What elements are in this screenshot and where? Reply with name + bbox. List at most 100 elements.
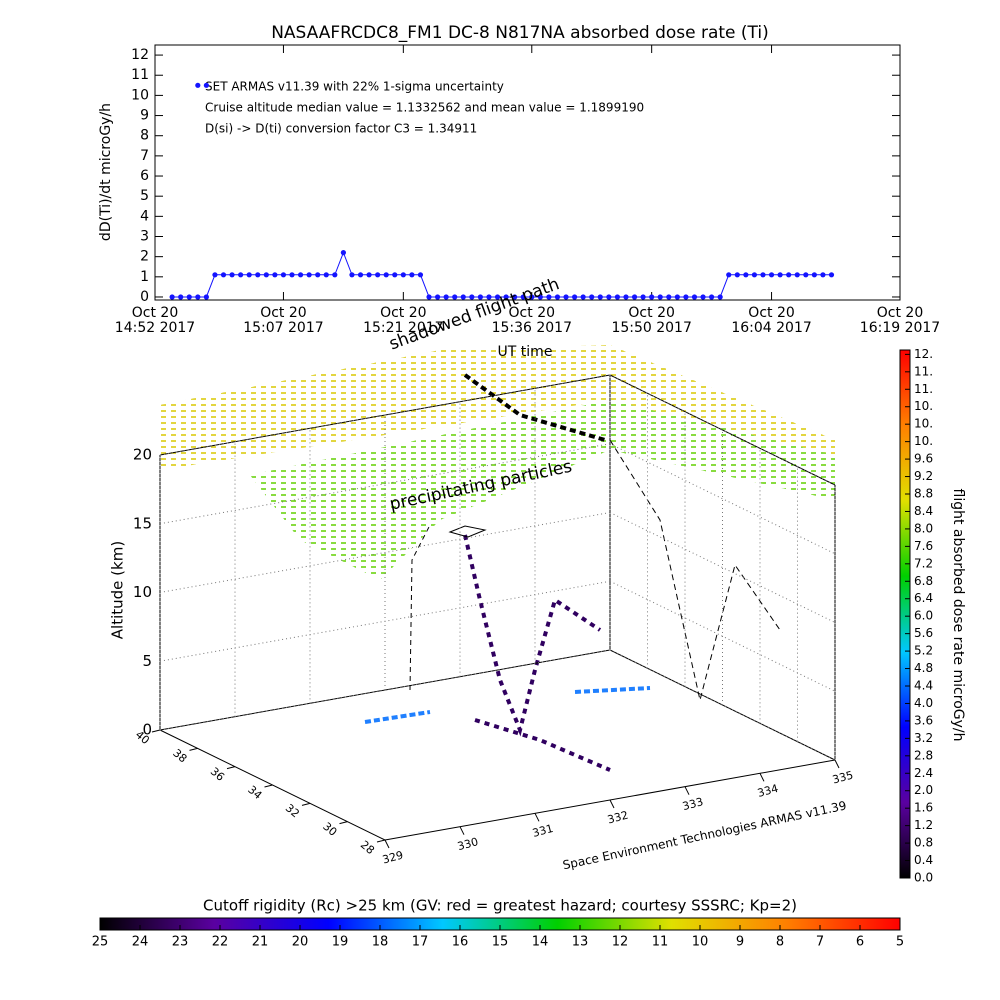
plot-frame [154,44,901,301]
point [820,272,826,278]
colorbar-tick-label: 0.0 [914,871,933,885]
point [726,272,732,278]
y-tick-label: 11 [131,67,149,83]
colorbar-tick-label: 8.4 [914,504,933,518]
track-projection [609,439,781,701]
z-tick-label: 20 [133,446,152,464]
colorbar-tick-label: 1.2 [914,818,933,832]
point [666,294,672,300]
point [323,272,329,278]
point [674,294,680,300]
colorbar-tick-label: 5.6 [914,626,933,640]
point [631,294,638,300]
y-tick-label: 3 [140,229,149,245]
point [486,294,492,300]
point [614,294,621,300]
x-tick-label: Oct 20 15:21 2017 [363,305,444,336]
point [512,294,518,300]
grid-line [609,374,836,486]
y-tick [264,784,273,788]
x-tick [759,773,765,782]
point [246,272,252,278]
point [717,294,723,300]
colorbar-tick-label: 7 [816,935,824,950]
colorbar-tick-label: 10. [914,417,933,431]
y-tick [226,766,236,770]
point [409,272,415,278]
point [366,272,372,278]
x-tick-label: 333 [681,795,705,813]
colorbar-tick-label: 0.8 [914,836,933,850]
point [828,272,835,278]
y-tick-label: 9 [140,108,149,124]
colorbar-tick-label: 8.8 [914,487,933,501]
colorbar-tick-label: 25 [92,935,109,950]
colorbar-tick-label: 3.2 [914,731,933,745]
point [340,250,346,256]
colorbar-tick-label: 4.4 [914,679,933,693]
colorbar-tick-label: 2.8 [914,748,933,762]
colorbar-tick-label: 5 [896,935,904,950]
x-axis-label: UT time [498,344,553,360]
track-altitude [463,534,602,737]
track-floor-blue [364,686,651,724]
point [203,82,209,88]
point [580,294,586,300]
colorbar-tick-label: 9.6 [914,452,933,466]
point [452,294,458,300]
point [169,294,175,300]
point [272,272,278,278]
x-tick-label: 335 [831,769,855,787]
colorbar-tick-label: 7.2 [914,556,933,570]
colorbar-tick-label: 9.2 [914,469,933,483]
colorbar-tick-label: 17 [412,935,429,950]
point [297,272,304,278]
z-axis-label: Altitude (km) [109,541,127,639]
y-tick [151,729,161,733]
point [203,294,209,300]
grid-line [609,512,836,623]
annotation: Cruise altitude median value = 1.1332562… [205,101,644,115]
field-yellow [160,345,835,470]
point [649,294,655,300]
point [229,272,235,278]
colorbar-tick-label: 9 [736,935,744,950]
colorbar [899,349,911,879]
colorbar-tick-label: 6 [856,935,864,950]
point [349,272,355,278]
point [743,272,749,278]
colorbar-tick-label: 18 [372,935,389,950]
point [503,294,509,300]
x-tick [534,813,540,822]
field-green [250,400,835,580]
point [709,294,715,300]
colorbar-tick-label: 11. [914,364,933,378]
point [263,272,269,278]
point [529,294,535,300]
chart-title: NASAAFRCDC8_FM1 DC-8 N817NA absorbed dos… [271,23,769,43]
x-tick-label: 329 [381,849,405,867]
point [546,294,552,300]
colorbar-tick-label: 15 [492,935,509,950]
colorbar-tick-label: 13 [572,935,589,950]
point [306,272,312,278]
colorbar-tick-label: 22 [212,935,229,950]
y-tick-label: 34 [245,783,264,802]
point [520,294,526,300]
y-tick-label: 30 [320,820,339,839]
x-tick-label: Oct 20 16:04 2017 [731,305,812,336]
colorbar-tick-label: 4.8 [914,661,933,675]
y-tick [189,747,198,751]
point [691,294,698,300]
point [751,272,758,278]
series-line [172,251,832,298]
colorbar-tick-label: 12. [914,347,933,361]
grid-line [159,443,611,525]
point [563,294,569,300]
colorbar-tick-label: 2.4 [914,766,933,780]
point [811,272,817,278]
x-tick-label: 334 [756,782,780,800]
point [494,294,501,300]
